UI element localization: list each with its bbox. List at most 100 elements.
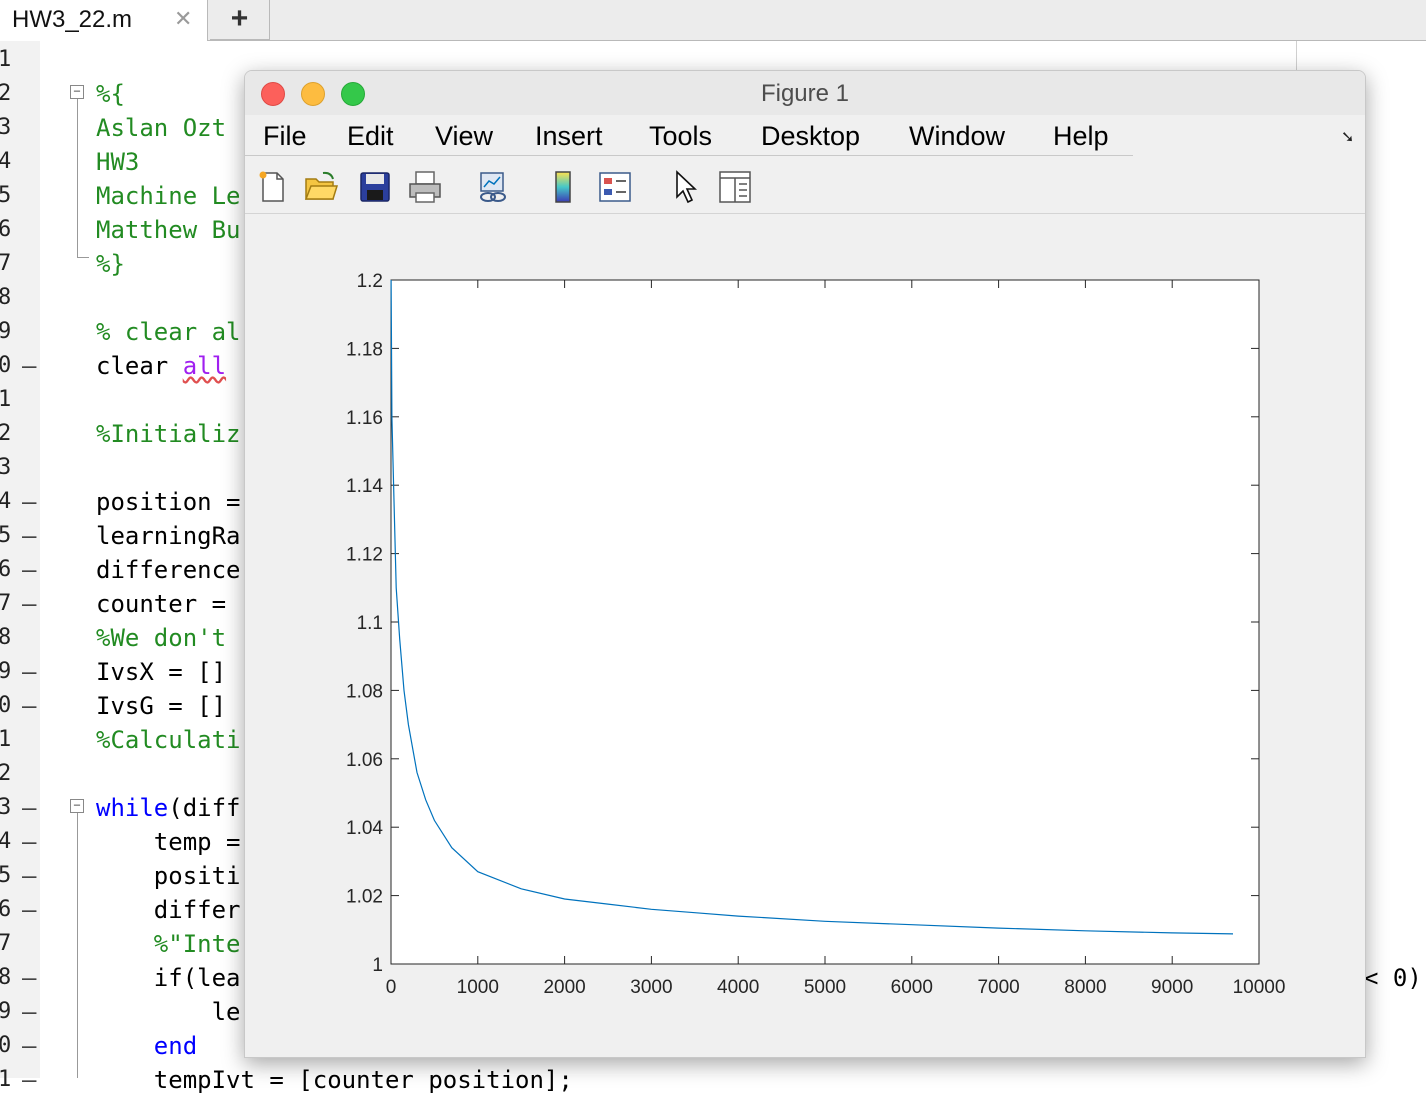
code-line[interactable]: 3 — [0, 451, 1426, 485]
code-line[interactable]: 8– if(lea < 0) — [0, 961, 1426, 995]
code-line[interactable]: 2 %Initializ — [0, 417, 1426, 451]
code-line[interactable]: 7 %"Inte — [0, 927, 1426, 961]
y-tick-label: 1.1 — [357, 613, 383, 634]
code-line[interactable]: 9– le — [0, 995, 1426, 1029]
open-folder-icon[interactable] — [303, 169, 339, 205]
code-token: if(lea — [96, 964, 241, 992]
code-line[interactable]: 6 Matthew Bu — [0, 213, 1426, 247]
window-close-button[interactable] — [261, 82, 285, 106]
breakpoint-marker[interactable]: – — [22, 998, 37, 1026]
code-line[interactable]: 4– position = — [0, 485, 1426, 519]
window-minimize-button[interactable] — [301, 82, 325, 106]
figure-titlebar[interactable]: Figure 1 — [245, 71, 1365, 116]
fold-collapse-icon[interactable]: − — [70, 85, 84, 99]
code-text: Machine Le — [96, 179, 241, 213]
menu-separator — [245, 155, 1133, 156]
tab-label: HW3_22.m — [12, 6, 133, 33]
breakpoint-marker[interactable]: – — [22, 862, 37, 890]
code-line[interactable]: 7%} — [0, 247, 1426, 281]
link-plot-icon[interactable] — [475, 169, 511, 205]
code-text: %"Inte — [96, 927, 241, 961]
figure-toolbar — [245, 161, 1365, 214]
code-line[interactable]: 2 — [0, 757, 1426, 791]
code-line[interactable]: 6– differ — [0, 893, 1426, 927]
code-line[interactable]: 8 — [0, 281, 1426, 315]
line-number: 0 — [0, 693, 12, 718]
code-token: end — [96, 1032, 198, 1060]
breakpoint-marker[interactable]: – — [22, 522, 37, 550]
close-icon[interactable]: ✕ — [174, 6, 193, 31]
colorbar-icon[interactable] — [545, 169, 581, 205]
save-icon[interactable] — [357, 169, 393, 205]
code-token: (diff — [168, 794, 241, 822]
breakpoint-marker[interactable]: – — [22, 692, 37, 720]
code-line[interactable]: 1 — [0, 43, 1426, 77]
breakpoint-marker[interactable]: – — [22, 658, 37, 686]
code-line[interactable]: 0– IvsG = [] — [0, 689, 1426, 723]
window-zoom-button[interactable] — [341, 82, 365, 106]
code-line[interactable]: 9 % clear al — [0, 315, 1426, 349]
property-inspector-icon[interactable] — [717, 169, 753, 205]
tab-hw3-22[interactable]: HW3_22.m ✕ — [0, 0, 208, 41]
code-text: end — [96, 1029, 197, 1063]
code-line[interactable]: 6– difference — [0, 553, 1426, 587]
code-line[interactable]: 4– temp = — [0, 825, 1426, 859]
code-token: all — [182, 352, 227, 380]
menu-desktop[interactable]: Desktop — [761, 121, 861, 151]
breakpoint-marker[interactable]: – — [22, 352, 37, 380]
breakpoint-marker[interactable]: – — [22, 1032, 37, 1060]
code-line[interactable]: 1 — [0, 383, 1426, 417]
y-tick-label: 1.16 — [346, 408, 383, 429]
code-line[interactable]: 3– while(diff — [0, 791, 1426, 825]
code-line[interactable]: 2 %{ — [0, 77, 1426, 111]
line-number: 8 — [0, 965, 12, 990]
breakpoint-marker[interactable]: – — [22, 1066, 37, 1094]
breakpoint-marker[interactable]: – — [22, 828, 37, 856]
print-icon[interactable] — [407, 169, 443, 205]
code-line[interactable]: 5– positi — [0, 859, 1426, 893]
code-line[interactable]: 8 %We don't — [0, 621, 1426, 655]
edit-plot-pointer-icon[interactable] — [667, 169, 703, 205]
code-text: positi — [96, 859, 241, 893]
menu-tools[interactable]: Tools — [649, 121, 713, 151]
menu-insert[interactable]: Insert — [535, 121, 603, 151]
code-line[interactable]: 1 %Calculati — [0, 723, 1426, 757]
right-margin-line — [1296, 41, 1297, 71]
x-tick-label: 4000 — [717, 977, 759, 998]
menu-edit[interactable]: Edit — [347, 121, 394, 151]
code-line[interactable]: 3 Aslan Ozt — [0, 111, 1426, 145]
add-tab-button[interactable]: + — [210, 0, 270, 40]
code-line[interactable]: 1– tempIvt = [counter position]; — [0, 1063, 1426, 1097]
code-token: counter = — [96, 590, 241, 618]
fold-collapse-icon[interactable]: − — [70, 799, 84, 813]
code-line[interactable]: 0– end — [0, 1029, 1426, 1063]
code-token: differ — [96, 896, 241, 924]
breakpoint-marker[interactable]: – — [22, 590, 37, 618]
breakpoint-marker[interactable]: – — [22, 488, 37, 516]
legend-icon[interactable] — [597, 169, 633, 205]
axes[interactable]: 0 1000 2000 3000 4000 5000 6000 7000 8000 9000 100… — [245, 214, 1365, 1057]
code-line[interactable]: 0– clear all — [0, 349, 1426, 383]
x-tick-label: 2000 — [543, 977, 585, 998]
breakpoint-marker[interactable]: – — [22, 896, 37, 924]
menu-file[interactable]: File — [263, 121, 307, 151]
code-line[interactable]: 5– learningRa — [0, 519, 1426, 553]
x-tick-label: 5000 — [804, 977, 846, 998]
y-tick-label: 1 — [372, 955, 383, 976]
menu-window[interactable]: Window — [909, 121, 1006, 151]
code-line[interactable]: 7– counter = — [0, 587, 1426, 621]
code-line[interactable]: 9– IvsX = [] — [0, 655, 1426, 689]
dock-arrow-icon[interactable]: ➘ — [1341, 129, 1355, 146]
breakpoint-marker[interactable]: – — [22, 794, 37, 822]
code-text: %Initializ — [96, 417, 241, 451]
code-line[interactable]: 4 HW3 — [0, 145, 1426, 179]
figure-title: Figure 1 — [760, 80, 850, 107]
breakpoint-marker[interactable]: – — [22, 556, 37, 584]
line-number: 7 — [0, 931, 12, 956]
menu-help[interactable]: Help — [1053, 121, 1109, 151]
breakpoint-marker[interactable]: – — [22, 964, 37, 992]
new-figure-icon[interactable] — [255, 169, 291, 205]
code-line[interactable]: 5 Machine Le — [0, 179, 1426, 213]
figure-window[interactable]: Figure 1 File Edit View Insert Tools Des… — [244, 70, 1366, 1058]
menu-view[interactable]: View — [435, 121, 494, 151]
